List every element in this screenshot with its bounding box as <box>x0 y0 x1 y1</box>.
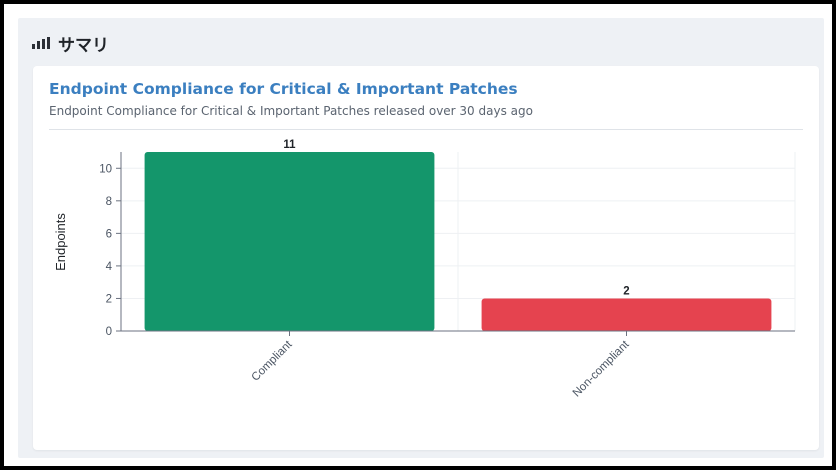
card-subtitle: Endpoint Compliance for Critical & Impor… <box>49 104 533 118</box>
compliance-bar-chart: 0 2 4 6 8 10 11 2 Compliant Non-compliant Endpo… <box>53 139 796 400</box>
y-tick-label: 8 <box>106 196 112 208</box>
panel-title: サマリ <box>58 35 109 56</box>
y-tick-label: 4 <box>106 261 113 273</box>
y-tick-label: 2 <box>106 293 112 305</box>
compliance-card: Endpoint Compliance for Critical & Impor… <box>33 66 819 450</box>
y-ticks: 0 2 4 6 8 10 <box>99 163 121 338</box>
x-tick-label: Non-compliant <box>571 338 632 399</box>
x-ticks: Compliant Non-compliant <box>250 331 632 400</box>
panel-header: サマリ <box>32 28 109 58</box>
x-tick-label: Compliant <box>250 338 296 384</box>
y-tick-label: 0 <box>106 326 112 338</box>
bar-value-label: 2 <box>623 285 629 297</box>
y-tick-label: 6 <box>106 228 112 240</box>
y-tick-label: 10 <box>99 163 112 175</box>
card-divider <box>49 129 803 130</box>
bar-chart-icon <box>32 37 50 49</box>
bar-value-label: 11 <box>283 139 296 151</box>
bar-compliant <box>144 152 435 331</box>
y-axis-label: Endpoints <box>53 213 68 271</box>
bars: 11 2 <box>144 139 772 331</box>
bar-non-compliant <box>481 298 772 331</box>
card-title[interactable]: Endpoint Compliance for Critical & Impor… <box>49 80 518 98</box>
